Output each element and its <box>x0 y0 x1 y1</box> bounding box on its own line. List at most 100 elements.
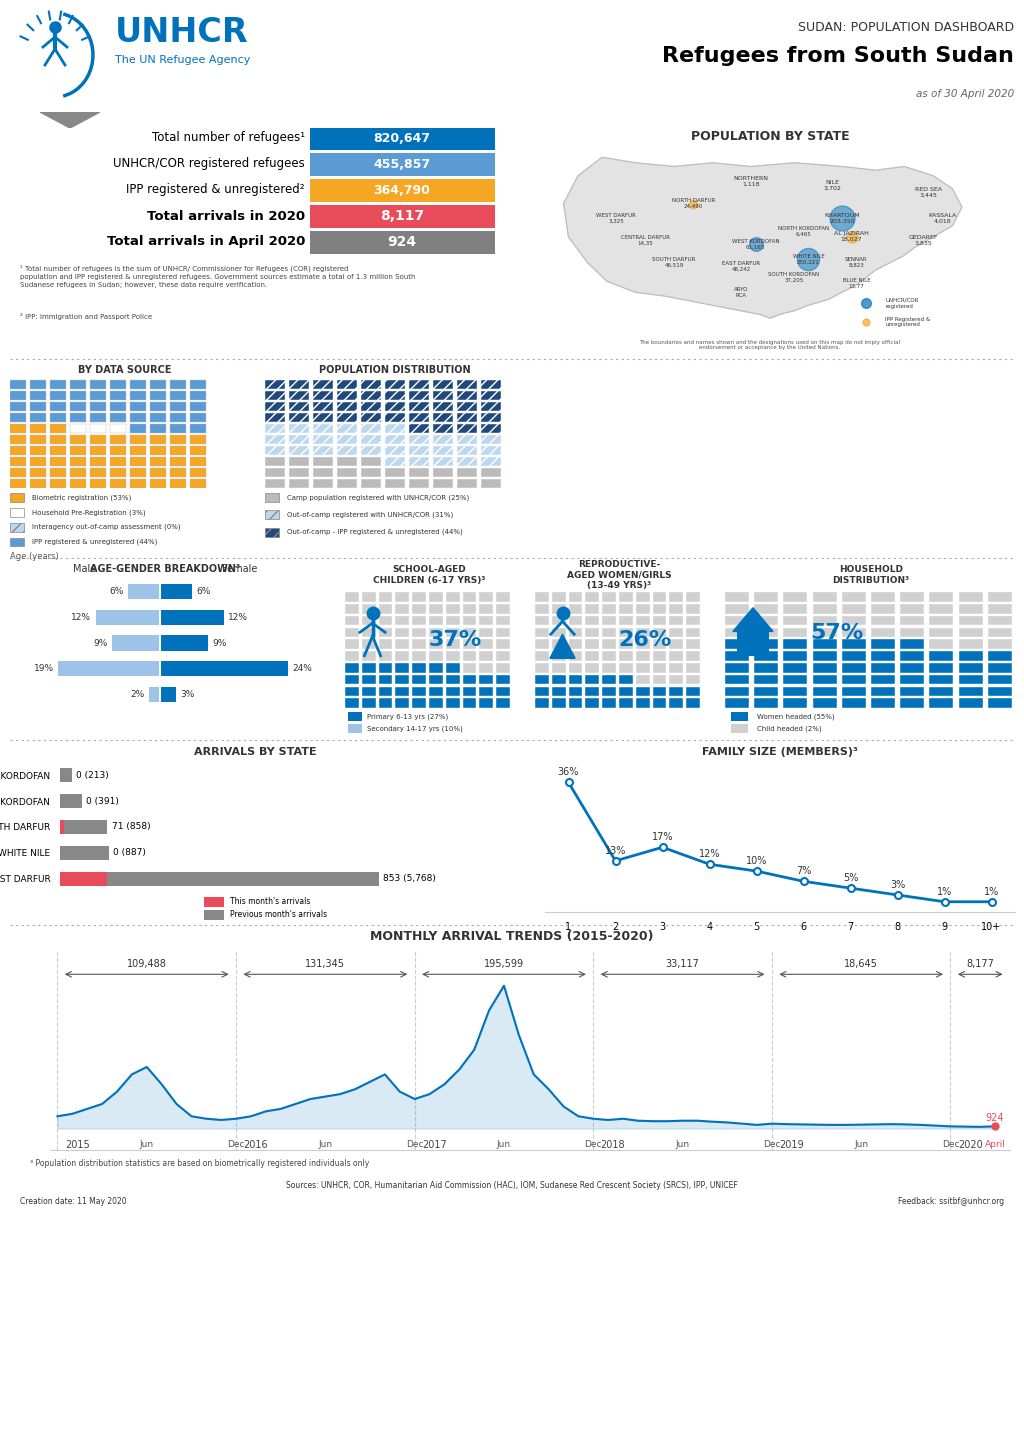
Bar <box>900 639 924 649</box>
Bar <box>479 604 494 613</box>
Bar <box>568 639 583 649</box>
Bar <box>10 401 27 412</box>
Bar <box>160 661 288 677</box>
Bar <box>289 468 308 477</box>
Text: The boundaries and names shown and the designations used on this map do not impl: The boundaries and names shown and the d… <box>640 339 900 351</box>
Bar <box>842 627 865 638</box>
Text: 6%: 6% <box>196 587 210 596</box>
Bar <box>313 446 333 455</box>
Bar <box>60 872 379 887</box>
Bar <box>813 687 837 696</box>
Bar <box>361 639 376 649</box>
Bar <box>379 687 392 696</box>
Bar <box>30 425 46 433</box>
Bar <box>361 413 381 422</box>
Bar <box>481 468 501 477</box>
Bar <box>636 604 649 613</box>
Bar <box>842 593 865 601</box>
Bar <box>783 651 807 661</box>
Bar <box>337 446 356 455</box>
Bar <box>755 698 778 709</box>
Bar <box>725 687 749 696</box>
Bar <box>479 593 494 601</box>
Bar <box>345 627 358 638</box>
Bar <box>813 639 837 649</box>
Bar <box>686 698 700 709</box>
Bar <box>70 435 86 443</box>
Bar <box>190 391 207 400</box>
Bar <box>652 604 667 613</box>
Text: Creation date: 11 May 2020: Creation date: 11 May 2020 <box>20 1197 127 1207</box>
Bar <box>289 425 308 433</box>
Bar <box>337 480 356 488</box>
Bar <box>783 604 807 613</box>
Bar <box>395 687 410 696</box>
Bar <box>60 794 82 809</box>
Bar <box>70 456 86 467</box>
Text: ² IPP: Immigration and Passport Police: ² IPP: Immigration and Passport Police <box>20 313 153 320</box>
Text: MONTHLY ARRIVAL TRENDS (2015-2020): MONTHLY ARRIVAL TRENDS (2015-2020) <box>371 930 653 943</box>
Bar <box>813 627 837 638</box>
Bar <box>409 391 429 400</box>
Bar <box>552 698 565 709</box>
Text: AL JAZIRAH
18,027: AL JAZIRAH 18,027 <box>835 232 869 242</box>
Bar <box>755 604 778 613</box>
Bar <box>429 627 442 638</box>
Bar <box>409 401 429 412</box>
Bar <box>204 897 224 907</box>
Bar <box>479 664 494 672</box>
Bar <box>379 627 392 638</box>
Bar <box>725 698 749 709</box>
Bar <box>670 604 683 613</box>
Polygon shape <box>40 112 100 128</box>
Text: Female: Female <box>222 564 257 574</box>
Bar <box>170 456 186 467</box>
Text: 2015: 2015 <box>65 1140 90 1151</box>
Bar <box>463 651 476 661</box>
Bar <box>618 651 633 661</box>
Bar <box>988 627 1012 638</box>
Bar <box>842 675 865 684</box>
Text: ³ Population distribution statistics are based on biometrically registered indiv: ³ Population distribution statistics are… <box>30 1159 370 1168</box>
Text: Biometric registration (53%): Biometric registration (53%) <box>32 494 131 501</box>
Bar <box>602 627 616 638</box>
Bar <box>337 456 356 467</box>
Bar <box>30 456 46 467</box>
Text: NORTH DARFUR
24,490: NORTH DARFUR 24,490 <box>672 199 715 209</box>
Bar <box>313 380 333 388</box>
Bar <box>361 687 376 696</box>
Bar <box>361 480 381 488</box>
Bar <box>379 593 392 601</box>
Bar <box>602 616 616 626</box>
Bar <box>30 391 46 400</box>
Bar <box>755 675 778 684</box>
Bar <box>60 846 109 861</box>
Bar <box>379 664 392 672</box>
Bar <box>988 593 1012 601</box>
Bar <box>361 604 376 613</box>
Bar <box>361 675 376 684</box>
Bar <box>70 401 86 412</box>
Text: Dec: Dec <box>763 1140 780 1149</box>
Bar <box>409 435 429 443</box>
Bar <box>725 639 749 649</box>
Text: 0 (391): 0 (391) <box>86 797 119 806</box>
Text: IPP Registered &
unregistered: IPP Registered & unregistered <box>885 316 931 327</box>
Bar <box>128 584 160 600</box>
Bar <box>731 724 749 733</box>
Text: This month's arrivals: This month's arrivals <box>230 897 310 906</box>
Text: 5%: 5% <box>843 874 858 882</box>
Bar <box>150 391 166 400</box>
Bar <box>813 651 837 661</box>
Bar <box>379 651 392 661</box>
Bar <box>568 687 583 696</box>
Bar <box>130 391 146 400</box>
Bar <box>265 527 279 536</box>
Text: as of 30 April 2020: as of 30 April 2020 <box>915 90 1014 100</box>
Text: 71 (858): 71 (858) <box>112 823 151 832</box>
Bar <box>150 401 166 412</box>
Bar <box>90 446 106 455</box>
Bar <box>602 604 616 613</box>
Text: NILE
3,702: NILE 3,702 <box>823 180 842 190</box>
Bar <box>636 593 649 601</box>
